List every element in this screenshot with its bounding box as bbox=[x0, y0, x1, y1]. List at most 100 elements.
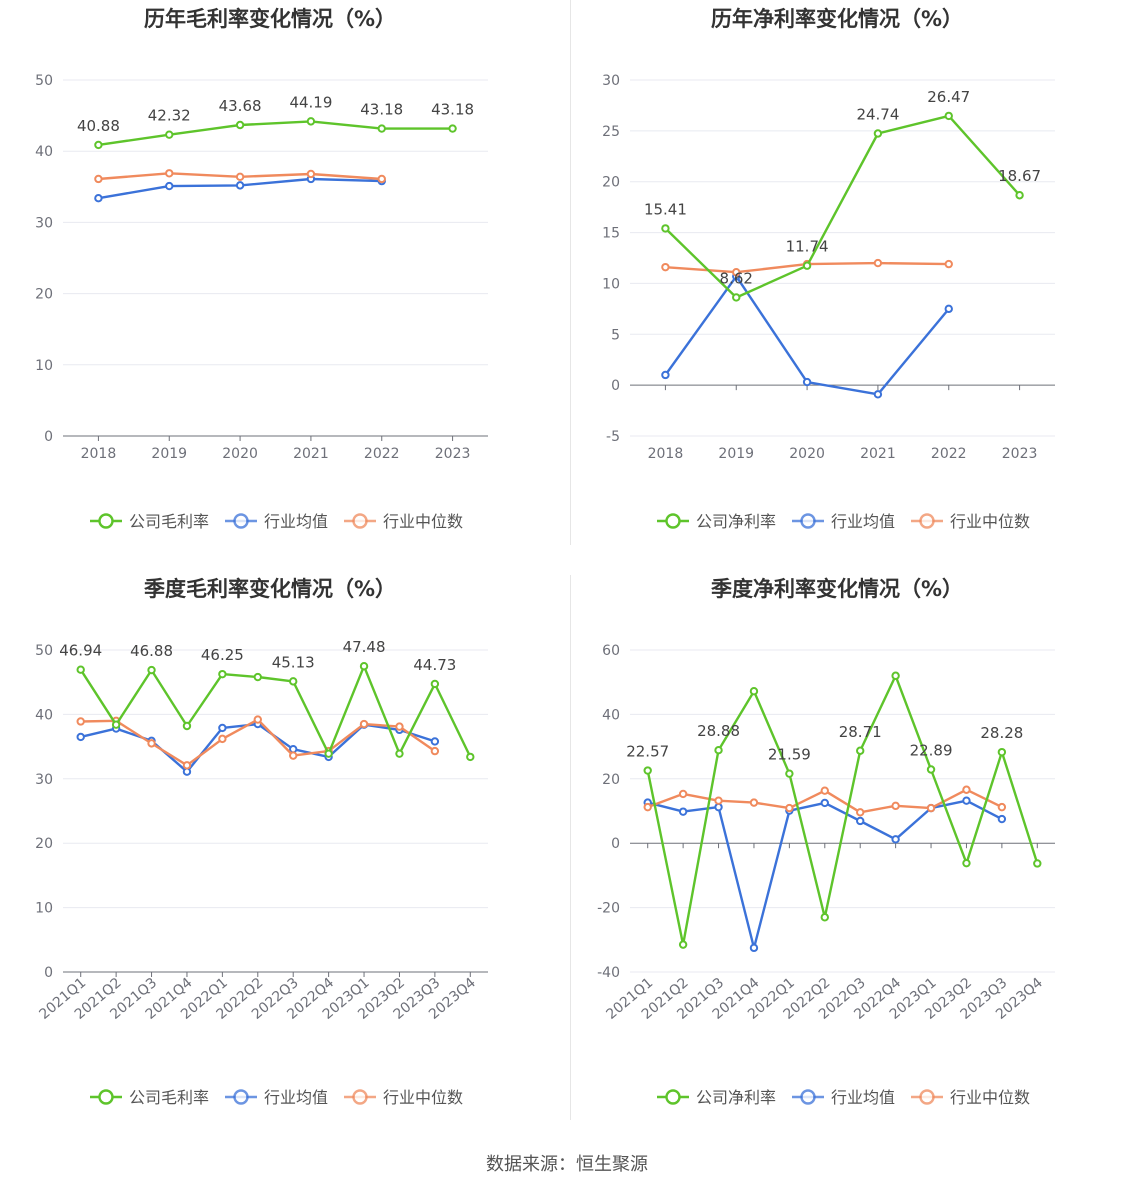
data-point-median[interactable] bbox=[749, 798, 759, 807]
data-point-median[interactable] bbox=[926, 803, 936, 813]
data-point-company[interactable] bbox=[94, 140, 103, 150]
data-point-company[interactable] bbox=[714, 746, 723, 755]
legend-item-company[interactable]: 公司毛利率 bbox=[90, 1088, 209, 1107]
data-point-median[interactable] bbox=[306, 169, 316, 179]
data-point-company[interactable] bbox=[147, 665, 156, 675]
data-point-median[interactable] bbox=[377, 174, 386, 184]
data-point-average[interactable] bbox=[714, 802, 723, 812]
data-point-company[interactable] bbox=[678, 940, 688, 949]
data-point-average[interactable] bbox=[661, 370, 670, 380]
data-point-average[interactable] bbox=[891, 835, 900, 844]
data-point-median[interactable] bbox=[235, 172, 245, 182]
data-point-company[interactable] bbox=[1015, 191, 1024, 200]
data-point-company[interactable] bbox=[732, 293, 741, 302]
data-point-median[interactable] bbox=[891, 801, 900, 811]
data-point-company[interactable] bbox=[359, 662, 369, 671]
data-point-company[interactable] bbox=[76, 665, 85, 674]
data-point-company[interactable] bbox=[182, 721, 192, 731]
data-point-company[interactable] bbox=[856, 746, 865, 755]
legend-item-company[interactable]: 公司毛利率 bbox=[90, 512, 209, 531]
data-point-company[interactable] bbox=[377, 124, 386, 133]
y-tick-label: 0 bbox=[44, 429, 53, 445]
legend-item-average[interactable]: 行业均值 bbox=[225, 512, 328, 531]
data-point-average[interactable] bbox=[678, 807, 688, 816]
data-point-company[interactable] bbox=[997, 747, 1007, 757]
data-point-median[interactable] bbox=[218, 734, 227, 744]
data-point-median[interactable] bbox=[785, 803, 794, 813]
data-point-company[interactable] bbox=[324, 749, 333, 758]
data-point-median[interactable] bbox=[359, 719, 369, 729]
data-point-median[interactable] bbox=[643, 802, 652, 812]
data-point-median[interactable] bbox=[661, 262, 670, 272]
data-point-company[interactable] bbox=[802, 261, 812, 270]
data-point-company[interactable] bbox=[661, 224, 670, 233]
data-point-company[interactable] bbox=[1033, 859, 1042, 868]
data-point-average[interactable] bbox=[76, 732, 85, 742]
data-point-company[interactable] bbox=[820, 913, 829, 922]
legend-item-average[interactable]: 行业均值 bbox=[792, 512, 895, 531]
data-point-company[interactable] bbox=[253, 672, 262, 682]
data-point-median[interactable] bbox=[856, 808, 865, 817]
data-point-average[interactable] bbox=[182, 767, 192, 776]
data-point-average[interactable] bbox=[235, 181, 245, 190]
data-point-average[interactable] bbox=[165, 181, 174, 191]
data-point-average[interactable] bbox=[802, 377, 812, 387]
data-point-average[interactable] bbox=[749, 943, 759, 953]
data-point-average[interactable] bbox=[962, 796, 971, 805]
data-point-median[interactable] bbox=[253, 715, 262, 724]
x-tick-label: 2021 bbox=[860, 446, 896, 462]
data-point-company[interactable] bbox=[448, 124, 457, 133]
data-point-median[interactable] bbox=[714, 796, 723, 805]
data-point-company[interactable] bbox=[643, 766, 652, 775]
data-point-company[interactable] bbox=[289, 677, 298, 686]
data-point-median[interactable] bbox=[430, 746, 440, 756]
data-point-average[interactable] bbox=[873, 390, 883, 399]
data-point-company[interactable] bbox=[785, 769, 794, 778]
legend-item-median[interactable]: 行业中位数 bbox=[344, 1088, 463, 1107]
data-point-company[interactable] bbox=[466, 752, 475, 762]
data-point-median[interactable] bbox=[873, 258, 883, 268]
data-point-median[interactable] bbox=[997, 802, 1007, 812]
data-point-company[interactable] bbox=[962, 858, 971, 868]
data-point-median[interactable] bbox=[395, 722, 404, 731]
data-point-company[interactable] bbox=[891, 671, 900, 680]
data-point-average[interactable] bbox=[997, 814, 1007, 824]
data-point-median[interactable] bbox=[732, 268, 741, 277]
data-point-company[interactable] bbox=[111, 720, 121, 729]
data-point-company[interactable] bbox=[235, 120, 245, 130]
data-point-company[interactable] bbox=[430, 679, 440, 689]
legend-item-average[interactable]: 行业均值 bbox=[792, 1088, 895, 1107]
legend-item-median[interactable]: 行业中位数 bbox=[911, 1088, 1030, 1107]
data-point-company[interactable] bbox=[165, 130, 174, 139]
data-point-median[interactable] bbox=[962, 785, 971, 794]
data-point-median[interactable] bbox=[165, 169, 174, 178]
y-tick-label: 10 bbox=[35, 901, 53, 917]
data-point-average[interactable] bbox=[856, 816, 865, 826]
data-point-company[interactable] bbox=[873, 129, 883, 138]
legend-item-median[interactable]: 行业中位数 bbox=[344, 512, 463, 531]
data-point-median[interactable] bbox=[944, 259, 953, 269]
legend-item-company[interactable]: 公司净利率 bbox=[657, 1088, 776, 1107]
data-point-median[interactable] bbox=[289, 751, 298, 760]
data-point-average[interactable] bbox=[218, 723, 227, 733]
data-point-average[interactable] bbox=[94, 193, 103, 203]
legend-item-company[interactable]: 公司净利率 bbox=[657, 512, 776, 531]
legend-item-median[interactable]: 行业中位数 bbox=[911, 512, 1030, 531]
data-point-company[interactable] bbox=[944, 111, 953, 121]
data-point-average[interactable] bbox=[944, 304, 953, 314]
data-point-company[interactable] bbox=[306, 117, 316, 126]
data-point-company[interactable] bbox=[926, 765, 936, 774]
data-point-median[interactable] bbox=[678, 789, 688, 799]
data-point-median[interactable] bbox=[94, 174, 103, 184]
data-point-median[interactable] bbox=[182, 761, 192, 770]
data-point-average[interactable] bbox=[820, 798, 829, 808]
legend-item-average[interactable]: 行业均值 bbox=[225, 1088, 328, 1107]
data-point-company[interactable] bbox=[218, 669, 227, 679]
data-point-company[interactable] bbox=[395, 749, 404, 758]
data-point-average[interactable] bbox=[430, 737, 440, 746]
data-point-median[interactable] bbox=[76, 717, 85, 726]
data-point-average[interactable] bbox=[289, 744, 298, 754]
data-point-median[interactable] bbox=[820, 786, 829, 795]
data-point-median[interactable] bbox=[147, 739, 156, 748]
data-point-company[interactable] bbox=[749, 687, 759, 696]
